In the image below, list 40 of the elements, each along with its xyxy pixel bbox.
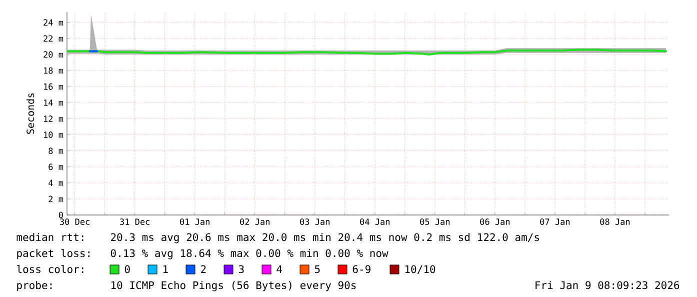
y-tick-label: 16 m <box>44 83 64 90</box>
text: 0.13 % avg 18.64 % max 0.00 % min 0.00 % now <box>110 249 388 260</box>
x-tick-label: 31 Dec <box>120 218 150 225</box>
x-tick-label: 06 Jan <box>480 218 510 225</box>
y-tick-label: 2 m <box>48 196 64 202</box>
text: median rtt: <box>16 233 84 242</box>
legend-label: 1 <box>163 265 168 273</box>
y-tick-label: 24 m <box>44 19 64 26</box>
y-tick-label: 10 m <box>44 132 64 138</box>
x-tick-label: 07 Jan <box>540 218 570 225</box>
y-tick-label: 8 m <box>48 148 64 154</box>
y-tick-label: 6 m <box>48 164 64 170</box>
legend-title: loss color: <box>17 264 84 274</box>
text: 10 ICMP Echo Pings (56 Bytes) every 90s <box>111 281 356 292</box>
y-tick-label: 0 <box>58 212 63 218</box>
x-tick-label: 03 Jan <box>300 218 330 225</box>
legend-label: 3 <box>238 265 244 274</box>
y-axis-title: Seconds <box>26 93 34 134</box>
legend-label: 6-9 <box>352 265 370 274</box>
legend-label: 0 <box>124 265 130 274</box>
legend-label: 5 <box>314 265 320 274</box>
y-tick-label: 12 m <box>44 116 64 122</box>
text: 20.3 ms avg 20.6 ms max 20.0 ms min 20.4 ms now 0.2 ms sd 122.0 am/s <box>110 233 539 244</box>
x-tick-label: 01 Jan <box>180 218 210 225</box>
legend-label: 2 <box>200 265 206 273</box>
x-tick-label: 04 Jan <box>360 218 390 225</box>
y-tick-label: 14 m <box>44 100 64 106</box>
y-tick-label: 4 m <box>48 180 64 186</box>
x-tick-label: 30 Dec <box>60 218 90 225</box>
legend-label: 10/10 <box>405 265 436 274</box>
text: probe: <box>17 281 52 292</box>
y-tick-label: 22 m <box>44 35 64 42</box>
text: packet loss: <box>17 248 90 260</box>
x-tick-label: 08 Jan <box>600 218 630 225</box>
y-tick-label: 18 m <box>44 67 64 74</box>
x-tick-label: 05 Jan <box>420 218 450 225</box>
text: Fri Jan 9 08:09:23 2026 <box>536 281 680 290</box>
y-tick-label: 20 m <box>44 51 64 58</box>
legend-label: 4 <box>276 265 282 273</box>
x-tick-label: 02 Jan <box>240 218 270 225</box>
